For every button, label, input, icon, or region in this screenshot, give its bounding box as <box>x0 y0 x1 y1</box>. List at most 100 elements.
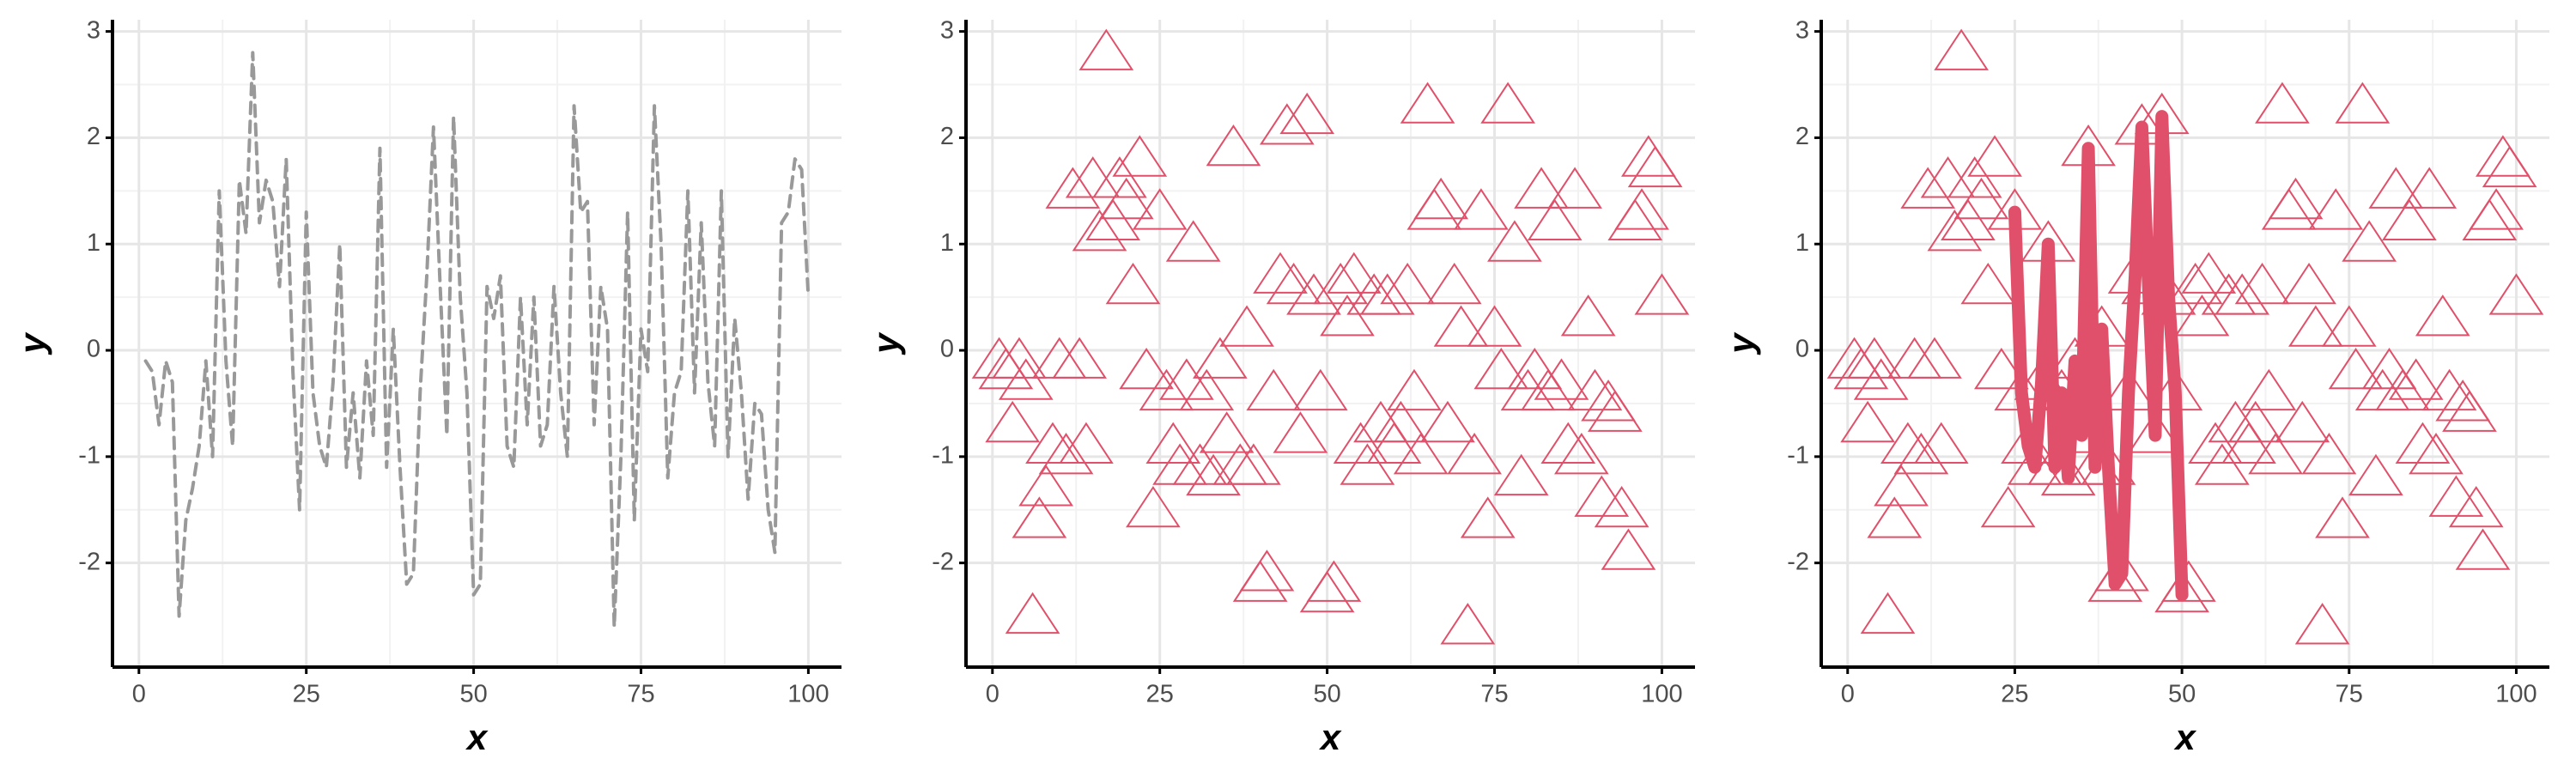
point <box>1560 294 1616 337</box>
x-tick-label: 25 <box>1146 681 1174 708</box>
point <box>1326 252 1382 294</box>
point <box>1941 198 1996 240</box>
x-tick-label: 50 <box>2168 681 2196 708</box>
point <box>1534 358 1589 400</box>
point <box>1373 400 1429 443</box>
point <box>1833 347 1889 390</box>
point <box>1172 443 1228 485</box>
point <box>1012 496 1067 538</box>
point <box>1447 433 1502 475</box>
point <box>1947 156 2002 198</box>
point <box>1145 422 1201 464</box>
y-tick-label: 1 <box>1795 229 1809 257</box>
x-axis-title: x <box>1319 717 1342 757</box>
x-tick-label: 25 <box>293 681 320 708</box>
point <box>2128 411 2183 453</box>
point <box>1413 177 1468 220</box>
point <box>2275 400 2330 443</box>
line <box>2008 110 2189 602</box>
y-tick-label: 3 <box>1795 16 1809 44</box>
point <box>1473 347 1529 390</box>
point <box>2361 347 2417 390</box>
point <box>2241 368 2297 411</box>
point <box>1601 528 1656 570</box>
point <box>1085 198 1140 240</box>
point <box>1614 188 1669 230</box>
point <box>1239 549 1295 592</box>
point <box>1893 433 1949 475</box>
point <box>1907 337 1962 379</box>
point <box>2382 198 2437 240</box>
point <box>2221 422 2276 464</box>
point <box>2208 400 2263 443</box>
point <box>1246 368 1302 411</box>
point <box>2395 422 2451 464</box>
point <box>2215 273 2270 315</box>
point <box>1005 592 1060 634</box>
point <box>2368 167 2424 209</box>
point <box>1440 603 1496 645</box>
x-axis-title: x <box>465 717 489 757</box>
y-tick-label: -1 <box>1787 442 1809 470</box>
point <box>1521 368 1576 411</box>
y-tick-label: 1 <box>940 229 954 257</box>
point <box>1934 28 1989 70</box>
point <box>1199 411 1255 453</box>
y-tick-label: 3 <box>940 16 954 44</box>
point <box>2301 433 2357 475</box>
point <box>2455 528 2511 570</box>
y-tick-label: 1 <box>87 229 100 257</box>
point <box>1460 496 1516 538</box>
point <box>1186 453 1241 496</box>
point <box>1913 422 1969 464</box>
y-tick-label: 2 <box>87 123 100 150</box>
y-axis-title: y <box>866 331 906 355</box>
x-tick-label: 50 <box>459 681 487 708</box>
point <box>1052 337 1108 379</box>
point <box>1387 368 1442 411</box>
point <box>1018 464 1074 507</box>
x-tick-label: 100 <box>1641 681 1682 708</box>
point <box>1112 135 1168 177</box>
point <box>1527 198 1583 240</box>
panel: 0 25 50 75 100 -2 -1 0 1 2 3 x y <box>12 16 841 757</box>
y-tick-label: 2 <box>940 123 954 150</box>
point <box>1420 400 1475 443</box>
x-tick-label: 100 <box>2495 681 2537 708</box>
point <box>998 358 1054 400</box>
x-tick-label: 0 <box>1841 681 1855 708</box>
point <box>1467 305 1522 347</box>
point <box>1627 145 1683 188</box>
point <box>2248 433 2303 475</box>
point <box>2469 188 2524 230</box>
point <box>1927 209 1983 252</box>
point <box>2234 262 2290 305</box>
point <box>1059 422 1114 464</box>
point <box>1514 167 1569 209</box>
line <box>143 51 811 628</box>
point <box>1292 368 1348 411</box>
point <box>1279 92 1335 135</box>
point <box>1045 167 1101 209</box>
point <box>1967 135 2022 177</box>
point <box>1313 262 1369 305</box>
point <box>2328 347 2384 390</box>
point <box>1359 273 1415 315</box>
point <box>1025 422 1080 464</box>
point <box>1139 368 1194 411</box>
point <box>1253 252 1308 294</box>
point <box>1953 177 2009 220</box>
x-tick-label: 0 <box>132 681 146 708</box>
point <box>985 400 1041 443</box>
point <box>1433 305 1489 347</box>
point <box>2268 177 2324 220</box>
point <box>2335 82 2391 124</box>
panel: 0 25 50 75 100 -2 -1 0 1 2 3 x y <box>1721 16 2549 757</box>
point <box>1880 422 1935 464</box>
y-tick-label: -1 <box>932 442 954 470</box>
point <box>2188 422 2243 464</box>
point <box>2227 400 2283 443</box>
y-tick-label: 0 <box>87 336 100 363</box>
point <box>2040 453 2096 496</box>
x-tick-label: 100 <box>787 681 829 708</box>
